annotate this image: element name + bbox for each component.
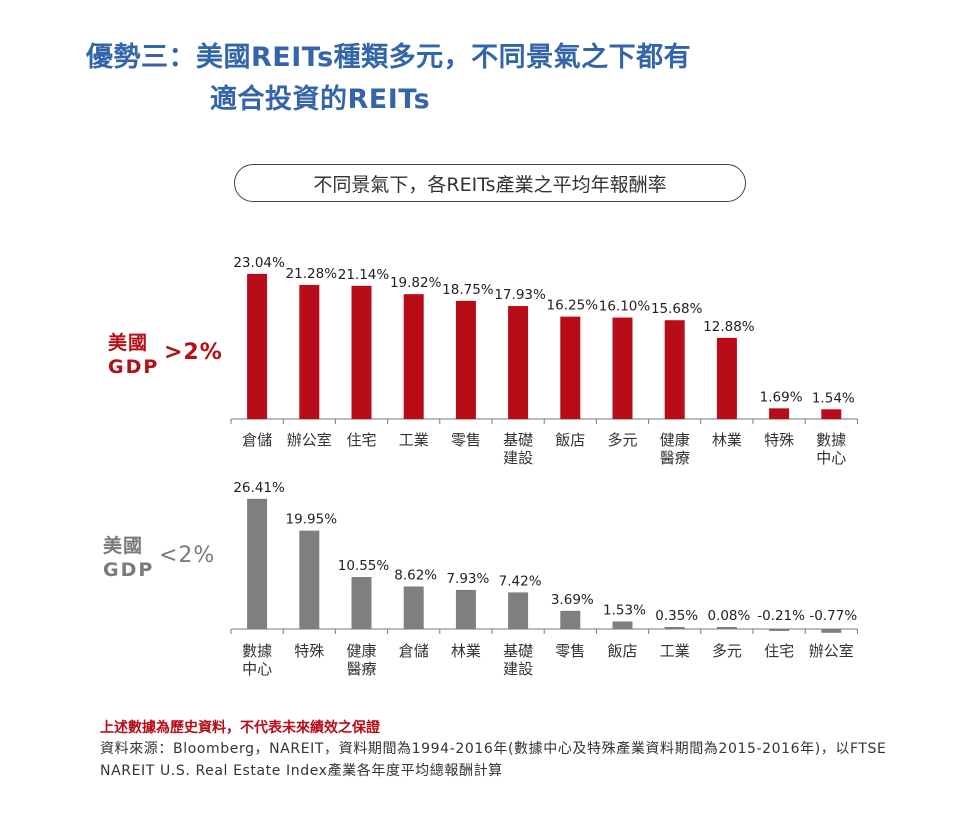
bottom-bar	[716, 627, 737, 629]
title-line-2: 適合投資的REITs	[210, 84, 431, 115]
top-data-label: 21.28%	[286, 266, 338, 282]
bottom-data-label: 0.35%	[655, 608, 698, 624]
gdp-top-comparator: >2%	[164, 340, 223, 365]
bottom-bar	[508, 592, 529, 629]
top-bar	[299, 284, 320, 419]
bottom-bar	[351, 576, 372, 629]
gdp-bottom-comparator: <2%	[159, 543, 216, 568]
top-bar	[247, 273, 268, 419]
data-source: 資料來源：Bloomberg，NAREIT，資料期間為1994-2016年(數據…	[100, 741, 887, 779]
top-data-label: 16.10%	[599, 299, 651, 315]
top-bar	[351, 285, 372, 419]
bottom-category-label: 飯店	[607, 642, 637, 660]
top-category-label: 倉儲	[242, 431, 272, 449]
bottom-data-label: -0.21%	[757, 608, 805, 624]
bottom-category-label: 林業	[451, 642, 481, 660]
bottom-data-label: -0.77%	[809, 608, 857, 624]
bottom-bar	[299, 530, 320, 629]
gdp-bottom-country: 美國	[103, 535, 144, 557]
top-data-label: 19.82%	[390, 275, 442, 291]
top-data-label: 17.93%	[494, 287, 546, 303]
top-data-label: 12.88%	[703, 319, 755, 335]
bottom-data-label: 19.95%	[286, 512, 338, 528]
bottom-category-label: 倉儲	[399, 642, 429, 660]
top-data-label: 16.25%	[547, 298, 599, 314]
top-bar	[821, 409, 842, 419]
bottom-category-label: 工業	[660, 642, 690, 660]
top-data-label: 1.54%	[812, 390, 855, 406]
bottom-data-label: 3.69%	[551, 592, 594, 608]
bottom-data-label: 8.62%	[394, 568, 437, 584]
top-bar	[769, 408, 790, 419]
bottom-category-label: 數據	[242, 642, 272, 660]
bottom-bar	[664, 627, 685, 629]
top-category-label: 醫療	[660, 449, 690, 467]
bottom-category-label: 健康	[346, 642, 376, 660]
top-category-label: 數據	[816, 431, 846, 449]
bottom-category-label: 辦公室	[809, 642, 854, 660]
top-category-label: 多元	[607, 431, 637, 449]
top-category-label: 中心	[816, 449, 846, 467]
bottom-category-label: 特殊	[294, 642, 324, 660]
chart-subtitle-text: 不同景氣下，各REITs產業之平均年報酬率	[313, 173, 667, 196]
gdp-top-country: 美國	[108, 332, 149, 354]
top-data-label: 18.75%	[442, 282, 494, 298]
top-bar	[455, 300, 476, 419]
bottom-bar	[612, 621, 633, 629]
top-bar	[403, 294, 424, 419]
top-data-label: 21.14%	[338, 267, 390, 283]
bottom-data-label: 10.55%	[338, 558, 390, 574]
chart-subtitle: 不同景氣下，各REITs產業之平均年報酬率	[234, 164, 746, 202]
bottom-bar	[455, 589, 476, 629]
top-category-label: 健康	[660, 431, 690, 449]
top-category-label: 工業	[399, 431, 429, 449]
bottom-data-label: 26.41%	[233, 480, 285, 496]
bottom-data-label: 7.42%	[499, 573, 542, 589]
gdp-bottom-gdp: GDP	[103, 559, 155, 581]
top-category-label: 住宅	[346, 431, 376, 449]
bottom-bar	[769, 629, 790, 631]
top-bar	[560, 316, 581, 419]
bottom-category-label: 基礎	[503, 642, 533, 660]
bottom-category-label: 零售	[555, 642, 585, 660]
title-line-1: 優勢三：美國REITs種類多元，不同景氣之下都有	[86, 42, 692, 73]
top-category-label: 林業	[712, 431, 742, 449]
bottom-data-label: 0.08%	[707, 608, 750, 624]
top-category-label: 辦公室	[287, 431, 332, 449]
bottom-bar	[403, 586, 424, 629]
top-category-label: 建設	[503, 449, 533, 467]
bottom-bar	[560, 610, 581, 629]
top-category-label: 特殊	[764, 431, 794, 449]
bottom-bar	[821, 629, 842, 633]
gdp-top-gdp: GDP	[108, 356, 160, 378]
bottom-category-label: 醫療	[346, 660, 376, 678]
top-data-label: 23.04%	[233, 255, 285, 271]
top-category-label: 飯店	[555, 431, 585, 449]
bottom-category-label: 建設	[503, 660, 533, 678]
bottom-category-label: 多元	[712, 642, 742, 660]
top-bar	[508, 306, 529, 419]
disclaimer-note: 上述數據為歷史資料，不代表未來績效之保證	[100, 720, 380, 736]
top-category-label: 基礎	[503, 431, 533, 449]
top-bar	[716, 337, 737, 419]
top-bar	[612, 317, 633, 419]
bottom-category-label: 住宅	[764, 642, 794, 660]
bottom-bar	[247, 498, 268, 629]
top-category-label: 零售	[451, 431, 481, 449]
top-data-label: 15.68%	[651, 301, 703, 317]
top-data-label: 1.69%	[760, 389, 803, 405]
bottom-category-label: 中心	[242, 660, 272, 678]
top-bar	[664, 320, 685, 419]
bottom-data-label: 1.53%	[603, 602, 646, 618]
bottom-data-label: 7.93%	[446, 571, 489, 587]
